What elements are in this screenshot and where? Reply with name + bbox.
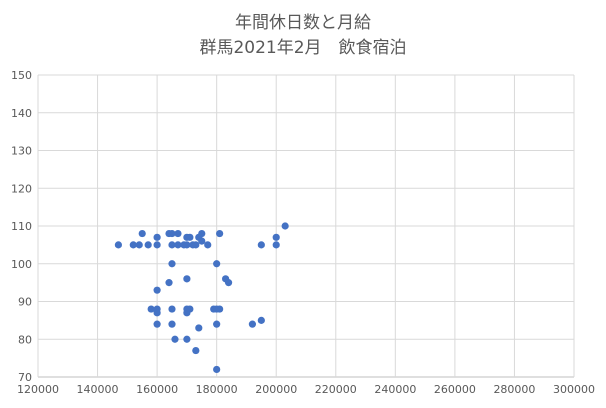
data-point <box>168 229 176 238</box>
data-points <box>114 222 289 374</box>
data-point <box>281 222 289 230</box>
data-point <box>216 229 224 238</box>
data-point <box>147 305 155 313</box>
data-point <box>129 241 137 249</box>
data-point <box>198 229 206 238</box>
data-point <box>198 237 206 245</box>
data-point <box>171 335 179 343</box>
x-tick-label: 180000 <box>196 383 238 396</box>
data-point <box>216 305 224 313</box>
y-tick-label: 90 <box>18 296 32 309</box>
data-point <box>168 320 176 328</box>
y-tick-label: 150 <box>11 69 32 82</box>
y-tick-label: 110 <box>11 220 32 233</box>
data-point <box>257 316 265 324</box>
data-point <box>183 335 191 343</box>
x-tick-label: 220000 <box>315 383 357 396</box>
data-point <box>153 309 161 317</box>
data-point <box>153 233 161 241</box>
data-point <box>168 241 176 249</box>
chart-title: 年間休日数と月給 <box>235 13 371 33</box>
data-point <box>168 260 176 268</box>
data-point <box>204 241 212 249</box>
data-point <box>135 241 143 249</box>
x-tick-label: 200000 <box>255 383 297 396</box>
data-point <box>168 305 176 313</box>
y-tick-label: 70 <box>18 371 32 384</box>
gridlines <box>37 74 575 378</box>
x-tick-label: 280000 <box>493 383 535 396</box>
data-point <box>213 365 221 374</box>
data-point <box>114 241 122 249</box>
data-point <box>272 233 280 241</box>
data-point <box>186 233 194 241</box>
x-tick-label: 300000 <box>553 383 595 396</box>
tick-labels: 70 80 90 100 110 120 130 140 150 120000 140000 1600… <box>11 69 595 396</box>
data-point <box>153 286 161 294</box>
data-point <box>144 241 152 249</box>
data-point <box>192 241 200 249</box>
data-point <box>213 260 221 268</box>
data-point <box>174 229 182 238</box>
data-point <box>138 229 146 238</box>
data-point <box>186 305 194 313</box>
y-tick-label: 80 <box>18 333 32 346</box>
y-tick-label: 130 <box>11 145 32 158</box>
chart-subtitle: 群馬2021年2月 飲食宿泊 <box>199 38 406 58</box>
data-point <box>165 279 173 287</box>
x-tick-label: 160000 <box>136 383 178 396</box>
data-point <box>224 279 233 287</box>
data-point <box>174 241 182 249</box>
x-tick-label: 240000 <box>374 383 416 396</box>
y-tick-label: 100 <box>11 258 32 271</box>
data-point <box>272 241 280 249</box>
x-tick-label: 140000 <box>77 383 119 396</box>
data-point <box>183 275 191 283</box>
data-point <box>192 346 200 355</box>
data-point <box>257 241 265 249</box>
y-tick-label: 140 <box>11 107 32 120</box>
x-tick-label: 120000 <box>17 383 59 396</box>
data-point <box>153 320 161 328</box>
data-point <box>248 320 256 328</box>
data-point <box>183 241 191 249</box>
data-point <box>213 320 221 328</box>
y-tick-label: 120 <box>11 182 32 195</box>
data-point <box>195 324 203 332</box>
data-point <box>153 241 161 249</box>
x-tick-label: 260000 <box>434 383 476 396</box>
